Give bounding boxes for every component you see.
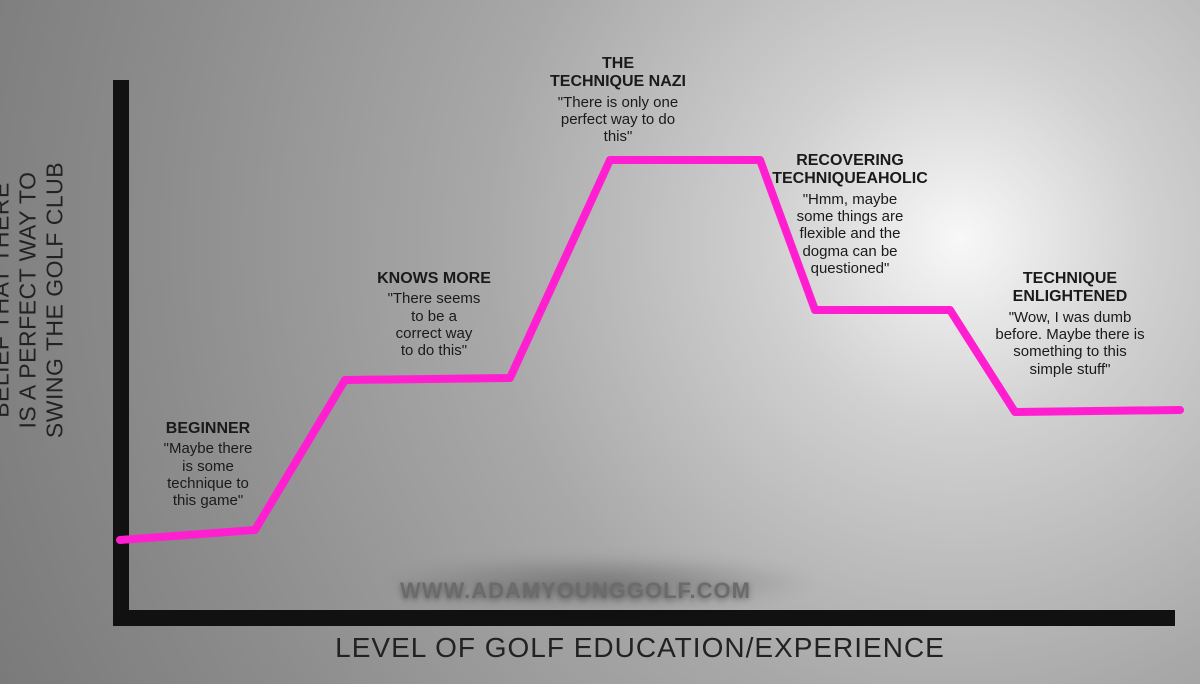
- stage-title: THE TECHNIQUE NAZI: [518, 55, 718, 92]
- stage-technique-nazi: THE TECHNIQUE NAZI "There is only one pe…: [518, 55, 718, 146]
- stage-title: RECOVERING TECHNIQUEAHOLIC: [750, 152, 950, 189]
- x-axis-label: LEVEL OF GOLF EDUCATION/EXPERIENCE: [120, 632, 1160, 664]
- watermark-text: WWW.ADAMYOUNGGOLF.COM: [400, 578, 751, 604]
- stage-quote: "Hmm, maybe some things are flexible and…: [750, 191, 950, 277]
- chart-canvas: BELIEF THAT THERE IS A PERFECT WAY TO SW…: [0, 0, 1200, 684]
- x-axis: [113, 610, 1175, 626]
- stage-enlightened: TECHNIQUE ENLIGHTENED "Wow, I was dumb b…: [970, 270, 1170, 378]
- stage-title: BEGINNER: [133, 420, 283, 438]
- stage-beginner: BEGINNER "Maybe there is some technique …: [133, 420, 283, 509]
- stage-quote: "There is only one perfect way to do thi…: [518, 94, 718, 146]
- stage-title: KNOWS MORE: [354, 270, 514, 288]
- stage-title: TECHNIQUE ENLIGHTENED: [970, 270, 1170, 307]
- y-axis-label: BELIEF THAT THERE IS A PERFECT WAY TO SW…: [0, 40, 69, 560]
- stage-recovering: RECOVERING TECHNIQUEAHOLIC "Hmm, maybe s…: [750, 152, 950, 277]
- stage-knows-more: KNOWS MORE "There seems to be a correct …: [354, 270, 514, 359]
- stage-quote: "Wow, I was dumb before. Maybe there is …: [970, 309, 1170, 378]
- stage-quote: "Maybe there is some technique to this g…: [133, 440, 283, 509]
- stage-quote: "There seems to be a correct way to do t…: [354, 290, 514, 359]
- y-axis: [113, 80, 129, 626]
